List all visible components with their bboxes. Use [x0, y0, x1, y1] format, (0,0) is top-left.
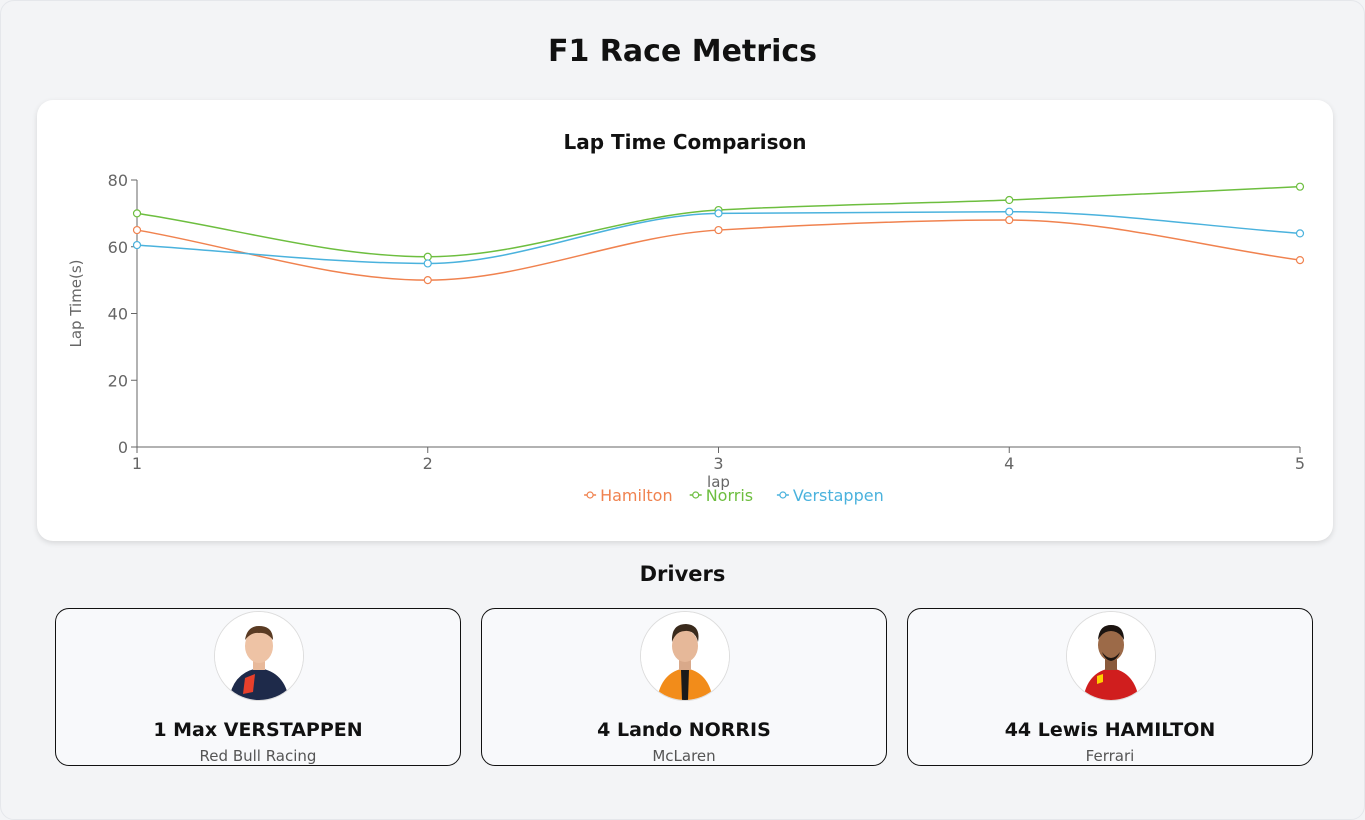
legend-marker [779, 491, 787, 499]
driver-team: McLaren [652, 747, 716, 765]
driver-card-hamilton[interactable]: 44 Lewis HAMILTON Ferrari [907, 608, 1313, 766]
series-line-norris [136, 185, 1301, 258]
driver-portrait-icon [215, 612, 303, 700]
data-point-norris[interactable] [1295, 182, 1305, 191]
driver-card-norris[interactable]: 4 Lando NORRIS McLaren [481, 608, 887, 766]
data-point-hamilton[interactable] [423, 276, 432, 285]
series-line-verstappen [136, 210, 1301, 265]
data-point-hamilton[interactable] [1295, 256, 1305, 265]
data-point-hamilton[interactable] [132, 225, 142, 235]
driver-avatar [214, 611, 304, 701]
chart-title: Lap Time Comparison [563, 130, 807, 154]
y-tick-label: 60 [108, 238, 128, 257]
data-point-verstappen[interactable] [1005, 207, 1014, 216]
legend-label: Hamilton [600, 486, 673, 505]
data-point-verstappen[interactable] [132, 240, 142, 250]
driver-avatar [640, 611, 730, 701]
driver-name: 44 Lewis HAMILTON [1004, 719, 1216, 741]
y-tick-label: 0 [118, 438, 128, 457]
lap-time-chart: 0 20 40 60 80 1 2 3 4 5 lap Lap Time(s) Hamilton Nor… [67, 171, 1305, 505]
x-tick-label: 5 [1295, 454, 1305, 473]
legend-item-hamilton[interactable]: Hamilton [584, 486, 673, 505]
data-point-verstappen[interactable] [423, 259, 432, 268]
chart-card: Lap Time Comparison 0 20 40 60 80 1 2 3 4 5 lap Lap… [37, 100, 1333, 541]
legend-marker [692, 491, 700, 499]
drivers-heading: Drivers [639, 562, 726, 586]
data-point-norris[interactable] [423, 252, 432, 261]
driver-portrait-icon [1067, 612, 1155, 700]
legend-label: Norris [706, 486, 753, 505]
y-tick-label: 40 [108, 305, 128, 324]
x-tick-label: 1 [132, 454, 142, 473]
x-tick-label: 2 [423, 454, 433, 473]
data-point-norris[interactable] [132, 209, 142, 218]
data-point-verstappen[interactable] [714, 209, 723, 218]
x-tick-label: 3 [713, 454, 723, 473]
y-axis-label: Lap Time(s) [67, 259, 85, 347]
driver-team: Ferrari [1085, 747, 1135, 765]
driver-name: 4 Lando NORRIS [597, 719, 771, 741]
x-axis-label: lap [707, 473, 730, 491]
driver-portrait-icon [641, 612, 729, 700]
y-tick-label: 20 [108, 371, 128, 390]
driver-name: 1 Max VERSTAPPEN [153, 719, 363, 741]
driver-card-verstappen[interactable]: 1 Max VERSTAPPEN Red Bull Racing [55, 608, 461, 766]
data-point-hamilton[interactable] [1005, 215, 1014, 225]
data-point-verstappen[interactable] [1295, 229, 1305, 238]
data-point-hamilton[interactable] [714, 225, 723, 235]
y-tick-label: 80 [108, 171, 128, 190]
legend-marker [586, 491, 594, 499]
legend-item-verstappen[interactable]: Verstappen [776, 486, 884, 505]
legend-label: Verstappen [793, 486, 884, 505]
x-tick-label: 4 [1004, 454, 1014, 473]
driver-team: Red Bull Racing [199, 747, 317, 765]
driver-avatar [1066, 611, 1156, 701]
data-point-norris[interactable] [1005, 195, 1014, 205]
page-title: F1 Race Metrics [548, 34, 817, 69]
legend-item-norris[interactable]: Norris [689, 486, 753, 505]
